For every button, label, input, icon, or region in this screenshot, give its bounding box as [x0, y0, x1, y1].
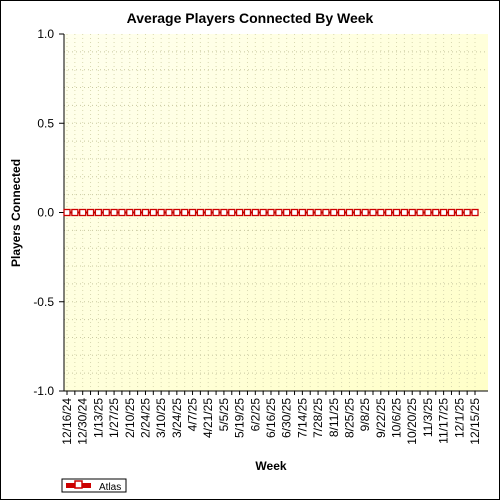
x-tick-label: 11/3/25 [421, 398, 435, 437]
x-tick-label: 12/16/24 [60, 398, 74, 445]
data-point-atlas [196, 208, 205, 217]
data-point-atlas [275, 208, 283, 217]
data-point-atlas [416, 208, 424, 217]
x-tick-label: 5/5/25 [217, 398, 231, 432]
data-point-atlas [79, 208, 87, 217]
x-tick-label: 3/24/25 [170, 398, 184, 438]
x-tick-label: 6/30/25 [280, 398, 294, 438]
x-tick-label: 7/14/25 [295, 398, 309, 438]
x-tick-label: 12/30/24 [76, 398, 90, 445]
legend-marker-atlas [74, 480, 83, 489]
x-tick-label: 9/8/25 [358, 398, 372, 432]
x-tick-label: 8/11/25 [327, 398, 341, 437]
legend: Atlas [61, 478, 127, 493]
data-point-atlas [283, 208, 291, 217]
x-tick-label: 6/2/25 [248, 398, 262, 432]
data-point-atlas [439, 208, 448, 217]
data-point-atlas [306, 208, 314, 217]
y-tick-label: 0.5 [37, 116, 54, 130]
data-point-atlas [463, 208, 471, 217]
x-tick-label: 2/24/25 [138, 398, 152, 438]
data-point-atlas [63, 208, 71, 217]
data-point-atlas [235, 208, 244, 217]
data-point-atlas [392, 208, 401, 217]
x-tick-label: 10/6/25 [390, 398, 404, 438]
x-axis-label: Week [255, 459, 286, 473]
data-point-atlas [432, 208, 440, 217]
y-tick-label: 0.0 [37, 206, 54, 220]
data-point-atlas [86, 208, 95, 217]
data-point-atlas [337, 208, 346, 217]
y-tick-label: 1.0 [37, 27, 54, 41]
plot-area: 1.0 0.5 0.0 -0.5 -1.0 12/16/24 12/30/24 1/13/25… [33, 27, 488, 445]
x-tick-label: 12/15/25 [468, 398, 482, 445]
data-point-atlas [353, 208, 361, 217]
y-tick-label: -1.0 [33, 384, 54, 398]
data-point-atlas [259, 208, 267, 217]
data-point-atlas [314, 208, 322, 217]
data-point-atlas [204, 208, 212, 217]
data-point-atlas [141, 208, 150, 217]
data-point-atlas [377, 208, 385, 217]
data-point-atlas [102, 208, 110, 217]
data-point-atlas [267, 208, 275, 217]
data-point-atlas [94, 208, 103, 217]
data-point-atlas [149, 208, 157, 217]
data-point-atlas [228, 208, 236, 217]
data-point-atlas [243, 208, 252, 217]
data-point-atlas [133, 208, 142, 217]
data-point-atlas [220, 208, 228, 217]
data-point-atlas [400, 208, 409, 217]
data-point-atlas [330, 208, 338, 217]
data-point-atlas [188, 208, 197, 217]
data-point-atlas [126, 208, 134, 217]
y-tick-label: -0.5 [33, 295, 54, 309]
data-point-atlas [369, 208, 377, 217]
data-point-atlas [322, 208, 330, 217]
legend-label-atlas: Atlas [99, 482, 121, 493]
x-tick-label: 9/22/25 [374, 398, 388, 438]
data-point-atlas [212, 208, 220, 217]
data-point-atlas [361, 208, 369, 217]
data-point-atlas [157, 208, 165, 217]
data-point-atlas [118, 208, 126, 217]
x-tick-label: 4/7/25 [186, 398, 200, 432]
data-point-atlas [110, 208, 118, 217]
chart-title: Average Players Connected By Week [127, 10, 374, 26]
data-point-atlas [471, 208, 479, 217]
data-point-atlas [71, 208, 79, 217]
data-point-atlas [408, 208, 416, 217]
data-point-atlas [447, 208, 456, 217]
data-point-atlas [298, 208, 307, 217]
data-point-atlas [345, 208, 354, 217]
data-point-atlas [424, 208, 432, 217]
x-tick-label: 10/20/25 [405, 398, 419, 445]
x-tick-label: 2/10/25 [123, 398, 137, 438]
data-point-atlas [251, 208, 259, 217]
x-tick-label: 6/16/25 [264, 398, 278, 438]
x-tick-label: 8/25/25 [342, 398, 356, 438]
x-tick-label: 7/28/25 [311, 398, 325, 438]
data-point-atlas [385, 208, 393, 217]
x-tick-label: 4/21/25 [201, 398, 215, 438]
data-point-atlas [455, 208, 463, 217]
x-tick-label: 3/10/25 [154, 398, 168, 438]
x-tick-label: 1/13/25 [91, 398, 105, 438]
data-point-atlas [181, 208, 189, 217]
y-axis-label: Players Connected [9, 159, 23, 267]
x-tick-label: 1/27/25 [107, 398, 121, 438]
data-point-atlas [173, 208, 181, 217]
data-point-atlas [165, 208, 173, 217]
x-tick-label: 11/17/25 [437, 398, 451, 444]
x-tick-label: 5/19/25 [233, 398, 247, 438]
data-point-atlas [290, 208, 299, 217]
x-tick-label: 12/1/25 [452, 398, 466, 438]
